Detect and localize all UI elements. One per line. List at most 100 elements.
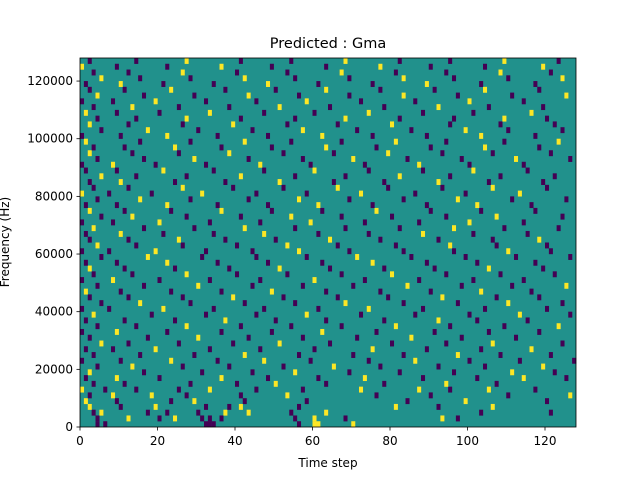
heatmap-cell xyxy=(153,161,158,168)
heatmap-cell xyxy=(312,167,317,174)
heatmap-cell xyxy=(444,340,449,347)
heatmap-cell xyxy=(219,375,224,382)
heatmap-cell xyxy=(219,207,224,214)
heatmap-cell xyxy=(479,409,484,416)
heatmap-cell xyxy=(293,225,298,232)
heatmap-cell xyxy=(479,288,484,295)
heatmap-cell xyxy=(308,357,313,364)
heatmap-cell xyxy=(134,386,139,393)
heatmap-cell xyxy=(126,415,131,422)
heatmap-cell xyxy=(494,242,499,249)
heatmap-cell xyxy=(184,213,189,220)
heatmap-cell xyxy=(421,305,426,312)
heatmap-cell xyxy=(525,230,530,237)
heatmap-cell xyxy=(490,150,495,157)
heatmap-cell xyxy=(521,219,526,226)
heatmap-cell xyxy=(479,81,484,87)
y-tick-label: 0 xyxy=(65,420,73,434)
heatmap-cell xyxy=(560,213,565,220)
heatmap-cell xyxy=(281,294,286,301)
heatmap-cell xyxy=(320,259,325,266)
heatmap-cell xyxy=(184,323,189,330)
heatmap-cell xyxy=(99,213,104,220)
heatmap-cell xyxy=(483,144,488,151)
heatmap-cell xyxy=(254,254,259,260)
heatmap-cell xyxy=(455,415,460,422)
heatmap-cell xyxy=(510,92,515,99)
heatmap-cell xyxy=(80,63,85,70)
heatmap-cell xyxy=(537,144,542,151)
heatmap-cell xyxy=(227,150,232,157)
heatmap-cell xyxy=(459,334,464,341)
heatmap-cell xyxy=(87,179,92,185)
heatmap-cell xyxy=(455,196,460,203)
heatmap-cell xyxy=(316,81,321,87)
heatmap-cell xyxy=(401,352,406,358)
heatmap-cell xyxy=(238,403,243,410)
heatmap-cell xyxy=(432,86,437,93)
heatmap-cell xyxy=(436,236,441,243)
heatmap-cell xyxy=(165,259,170,266)
heatmap-cell xyxy=(452,248,457,255)
heatmap-cell xyxy=(514,254,519,260)
heatmap-cell xyxy=(273,380,278,387)
heatmap-cell xyxy=(444,271,449,278)
heatmap-cell xyxy=(374,207,379,214)
heatmap-cell xyxy=(444,69,449,76)
heatmap-cell xyxy=(192,398,197,405)
heatmap-cell xyxy=(293,300,298,307)
heatmap-cell xyxy=(207,421,212,428)
heatmap-cell xyxy=(393,138,398,145)
heatmap-cell xyxy=(200,369,205,376)
heatmap-cell xyxy=(99,127,104,134)
heatmap-cell xyxy=(107,305,112,312)
heatmap-cell xyxy=(227,403,232,410)
heatmap-cell xyxy=(300,156,305,162)
heatmap-cell xyxy=(126,121,131,128)
heatmap-cell xyxy=(165,409,170,416)
heatmap-cell xyxy=(514,156,519,162)
heatmap-cell xyxy=(552,369,557,376)
plot-frame xyxy=(79,57,577,428)
heatmap-cell xyxy=(200,190,205,197)
x-tick-label: 60 xyxy=(305,434,320,448)
heatmap-cell xyxy=(80,161,85,168)
heatmap-cell xyxy=(134,115,139,122)
heatmap-cell xyxy=(366,305,371,312)
heatmap-cell xyxy=(149,311,154,318)
heatmap-cell xyxy=(545,115,550,122)
heatmap-cell xyxy=(204,311,209,318)
heatmap-cell xyxy=(122,317,127,324)
heatmap-cell xyxy=(196,282,201,289)
heatmap-cell xyxy=(219,63,224,70)
heatmap-cell xyxy=(91,184,96,191)
heatmap-cell xyxy=(114,167,119,174)
heatmap-cell xyxy=(339,69,344,76)
heatmap-cell xyxy=(421,109,426,116)
heatmap-cell xyxy=(99,340,104,347)
heatmap-cell xyxy=(355,254,360,260)
heatmap-cell xyxy=(184,173,189,180)
heatmap-cell xyxy=(502,115,507,122)
heatmap-cell xyxy=(204,403,209,410)
heatmap-cell xyxy=(564,92,569,99)
heatmap-cell xyxy=(80,132,85,139)
heatmap-cell xyxy=(184,392,189,399)
heatmap-cell xyxy=(273,236,278,243)
heatmap-cell xyxy=(258,161,263,168)
heatmap-cell xyxy=(238,58,243,64)
heatmap-cell xyxy=(180,121,185,128)
heatmap-cell xyxy=(479,132,484,139)
heatmap-cell xyxy=(161,81,166,87)
heatmap-cell xyxy=(215,357,220,364)
heatmap-cell xyxy=(184,115,189,122)
heatmap-cell xyxy=(262,167,267,174)
heatmap-cell xyxy=(556,138,561,145)
heatmap-cell xyxy=(262,357,267,364)
heatmap-cell xyxy=(289,213,294,220)
heatmap-cell xyxy=(533,132,538,139)
heatmap-cell xyxy=(242,138,247,145)
heatmap-cell xyxy=(273,317,278,324)
heatmap-cell xyxy=(490,403,495,410)
heatmap-cell xyxy=(269,207,274,214)
